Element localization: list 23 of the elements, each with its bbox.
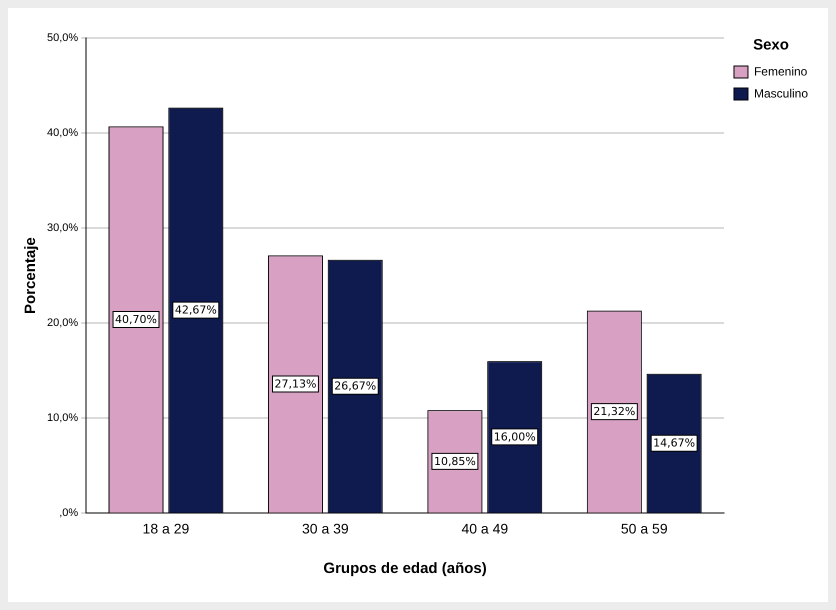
data-label: 21,32% [593,404,636,418]
data-label: 40,70% [115,312,157,326]
data-label: 42,67% [174,304,217,317]
x-tick-label: 50 a 59 [620,520,668,536]
data-label: 14,67% [653,436,696,450]
x-tick-label: 40 a 49 [461,520,508,536]
x-axis-title: Grupos de edad (años) [323,560,487,578]
data-label: 27,13% [274,377,316,390]
legend-label: Femenino [754,64,808,78]
y-tick-label: 50,0% [46,32,78,44]
x-tick-label: 18 a 29 [142,520,190,536]
data-label: 26,67% [334,380,376,393]
y-tick-label: 20,0% [46,317,78,330]
data-label: 10,85% [434,454,476,468]
y-tick-label: 30,0% [46,222,78,234]
legend-title: Sexo [753,36,789,54]
y-tick-label: ,0% [59,507,78,520]
y-axis-title: Porcentaje [22,237,40,314]
y-tick-label: 10,0% [46,412,78,424]
x-tick-label: 30 a 39 [302,520,349,536]
y-tick-label: 40,0% [46,127,78,140]
legend-label: Masculino [754,86,808,100]
data-label: 16,00% [494,430,536,444]
